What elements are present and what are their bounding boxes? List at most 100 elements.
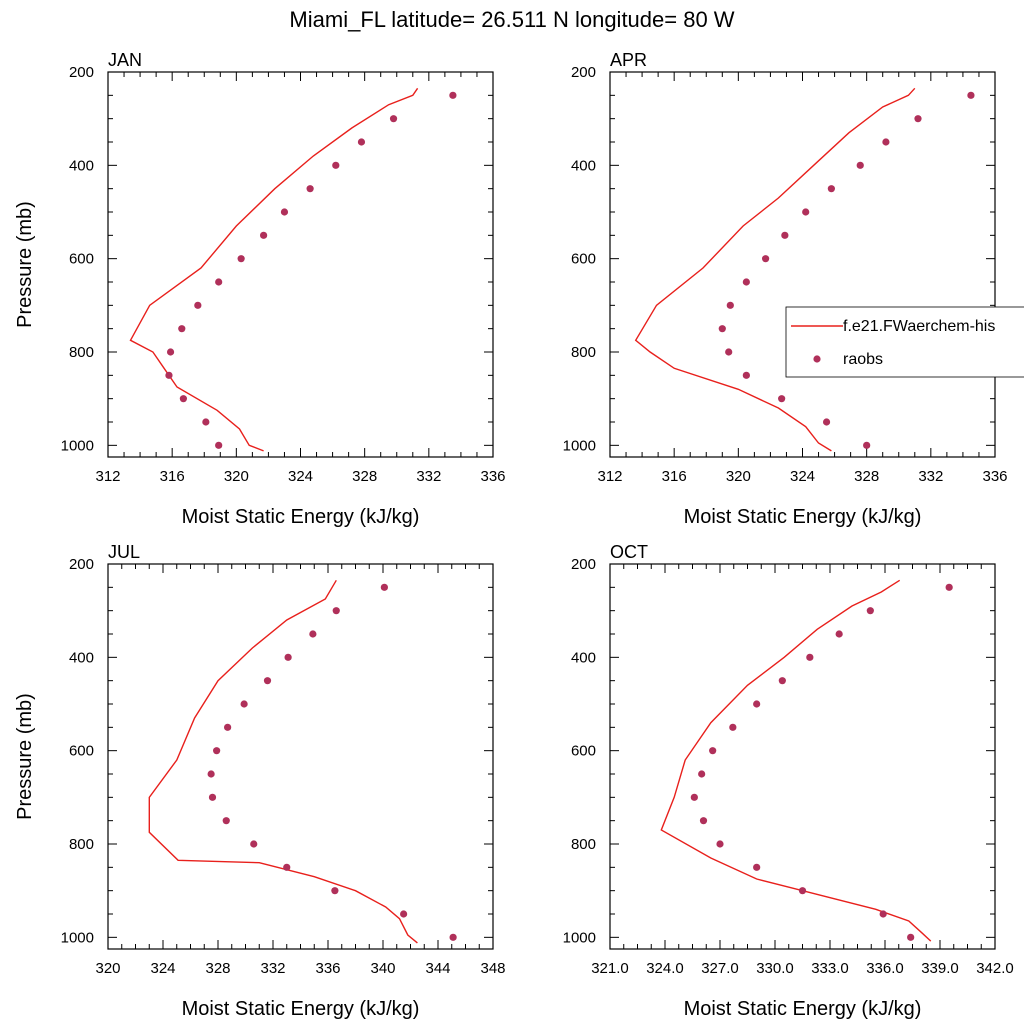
y-tick-label: 1000 <box>563 929 596 946</box>
panel-jan: JAN 312 316 320 324 328 332 336 200 400 600 800 1000… <box>14 50 506 528</box>
raobs-point <box>856 161 864 169</box>
raobs-point <box>332 161 340 169</box>
raobs-point <box>179 395 187 403</box>
y-axis-title: Pressure (mb) <box>14 201 36 328</box>
x-axis-title: Moist Static Energy (kJ/kg) <box>684 998 922 1020</box>
plot-area <box>129 87 457 452</box>
raobs-point <box>778 395 786 403</box>
y-tick-label: 200 <box>69 556 94 573</box>
raobs-point <box>882 138 890 146</box>
x-tick-label: 320 <box>224 468 249 485</box>
raobs-point <box>798 887 807 895</box>
x-tick-label: 324 <box>288 468 313 485</box>
raobs-point <box>827 185 835 193</box>
raobs-point <box>284 653 292 661</box>
x-tick-label: 344 <box>425 960 450 977</box>
raobs-point <box>250 840 258 848</box>
raobs-point <box>753 700 761 708</box>
raobs-point <box>207 770 215 778</box>
raobs-point <box>194 301 202 309</box>
x-tick-label: 312 <box>597 468 622 485</box>
x-tick-label: 330.0 <box>756 960 794 977</box>
y-tick-label: 200 <box>69 64 94 81</box>
raobs-point <box>260 231 268 239</box>
model-profile-line <box>660 579 932 942</box>
raobs-point <box>208 793 217 801</box>
x-tick-label: 342.0 <box>976 960 1014 977</box>
raobs-point <box>283 863 291 871</box>
x-tick-label: 316 <box>662 468 687 485</box>
raobs-point <box>166 348 175 356</box>
y-tick-label: 400 <box>571 649 596 666</box>
raobs-point <box>914 115 922 123</box>
raobs-point <box>690 793 698 801</box>
raobs-point <box>866 607 874 615</box>
raobs-point <box>215 278 223 286</box>
panel-label: JUL <box>108 542 140 562</box>
raobs-point <box>357 138 366 146</box>
y-tick-label: 600 <box>571 743 596 760</box>
x-tick-label: 321.0 <box>591 960 629 977</box>
y-tick-label: 600 <box>69 251 94 268</box>
panel-apr: APR 312 316 320 324 328 332 336 200 400 600 800 1000… <box>563 50 1024 528</box>
raobs-point <box>835 630 843 638</box>
raobs-point <box>332 607 340 615</box>
raobs-point <box>879 910 887 918</box>
y-tick-label: 400 <box>571 157 596 174</box>
x-tick-label: 320 <box>726 468 751 485</box>
raobs-point <box>698 770 706 778</box>
x-tick-label: 324.0 <box>646 960 684 977</box>
y-tick-label: 1000 <box>61 929 94 946</box>
raobs-point <box>449 933 457 941</box>
raobs-point <box>716 840 724 848</box>
x-axis-title: Moist Static Energy (kJ/kg) <box>684 506 922 528</box>
x-tick-label: 340 <box>370 960 395 977</box>
raobs-point <box>762 255 770 263</box>
raobs-point <box>309 630 317 638</box>
raobs-point <box>165 371 173 379</box>
x-tick-label: 336 <box>480 468 505 485</box>
model-profile-line <box>129 87 419 452</box>
legend-label: f.e21.FWaerchem-his <box>843 318 995 335</box>
raobs-point <box>709 747 717 755</box>
raobs-point <box>822 418 831 426</box>
raobs-point <box>699 817 708 825</box>
x-tick-label: 316 <box>160 468 185 485</box>
raobs-point <box>863 441 871 449</box>
x-tick-label: 324 <box>150 960 175 977</box>
raobs-point <box>178 325 186 333</box>
raobs-point <box>380 583 388 591</box>
y-tick-label: 200 <box>571 556 596 573</box>
panel-oct: OCT 321.0 324.0 327.0 330.0 333.0 336.0 339.0 34… <box>563 542 1014 1020</box>
y-tick-label: 1000 <box>61 437 94 454</box>
y-tick-label: 800 <box>69 836 94 853</box>
y-tick-label: 1000 <box>563 437 596 454</box>
panel-jul: JUL 320 324 328 332 336 340 344 348 200 400 600 800 1… <box>14 542 506 1020</box>
x-axis-title: Moist Static Energy (kJ/kg) <box>182 506 420 528</box>
panels: JAN 312 316 320 324 328 332 336 200 400 600 800 1000… <box>14 50 1024 1020</box>
y-tick-label: 800 <box>69 344 94 361</box>
legend: f.e21.FWaerchem-his raobs <box>785 306 1024 378</box>
x-tick-label: 336 <box>315 960 340 977</box>
raobs-point <box>263 677 272 685</box>
y-tick-label: 200 <box>571 64 596 81</box>
x-tick-label: 336.0 <box>866 960 904 977</box>
panel-label: OCT <box>610 542 648 562</box>
y-tick-label: 800 <box>571 836 596 853</box>
y-tick-label: 600 <box>69 743 94 760</box>
raobs-point <box>449 91 457 99</box>
y-axis-title: Pressure (mb) <box>14 693 36 820</box>
raobs-point <box>306 185 314 193</box>
plot-frame <box>107 563 494 950</box>
model-profile-line <box>634 87 916 452</box>
x-tick-label: 339.0 <box>921 960 959 977</box>
figure-title: Miami_FL latitude= 26.511 N longitude= 8… <box>289 7 734 32</box>
x-tick-label: 320 <box>95 960 120 977</box>
raobs-point <box>778 677 786 685</box>
raobs-point <box>215 441 223 449</box>
plot-frame <box>107 71 494 458</box>
raobs-point <box>331 887 339 895</box>
raobs-point <box>945 583 953 591</box>
raobs-point <box>742 371 750 379</box>
